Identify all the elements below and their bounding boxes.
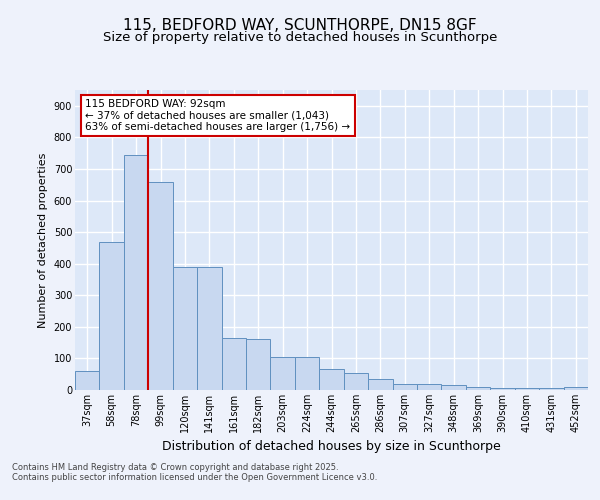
Text: Contains public sector information licensed under the Open Government Licence v3: Contains public sector information licen… <box>12 472 377 482</box>
Bar <box>295 357 319 390</box>
Bar <box>100 242 124 390</box>
Bar <box>75 371 100 390</box>
Bar <box>246 340 271 390</box>
Bar <box>466 388 490 390</box>
Bar <box>148 182 173 390</box>
Y-axis label: Number of detached properties: Number of detached properties <box>38 152 48 328</box>
Text: 115 BEDFORD WAY: 92sqm
← 37% of detached houses are smaller (1,043)
63% of semi-: 115 BEDFORD WAY: 92sqm ← 37% of detached… <box>85 99 350 132</box>
Bar <box>319 370 344 390</box>
Bar <box>173 267 197 390</box>
Bar <box>563 388 588 390</box>
Bar <box>442 386 466 390</box>
Bar <box>417 384 442 390</box>
Bar <box>539 388 563 390</box>
Text: Contains HM Land Registry data © Crown copyright and database right 2025.: Contains HM Land Registry data © Crown c… <box>12 462 338 471</box>
Bar <box>515 388 539 390</box>
Bar <box>124 154 148 390</box>
Bar <box>197 267 221 390</box>
Text: Size of property relative to detached houses in Scunthorpe: Size of property relative to detached ho… <box>103 31 497 44</box>
Bar <box>490 388 515 390</box>
Bar <box>221 338 246 390</box>
Bar <box>368 379 392 390</box>
Bar <box>392 384 417 390</box>
X-axis label: Distribution of detached houses by size in Scunthorpe: Distribution of detached houses by size … <box>162 440 501 454</box>
Bar <box>344 372 368 390</box>
Text: 115, BEDFORD WAY, SCUNTHORPE, DN15 8GF: 115, BEDFORD WAY, SCUNTHORPE, DN15 8GF <box>123 18 477 32</box>
Bar <box>271 357 295 390</box>
